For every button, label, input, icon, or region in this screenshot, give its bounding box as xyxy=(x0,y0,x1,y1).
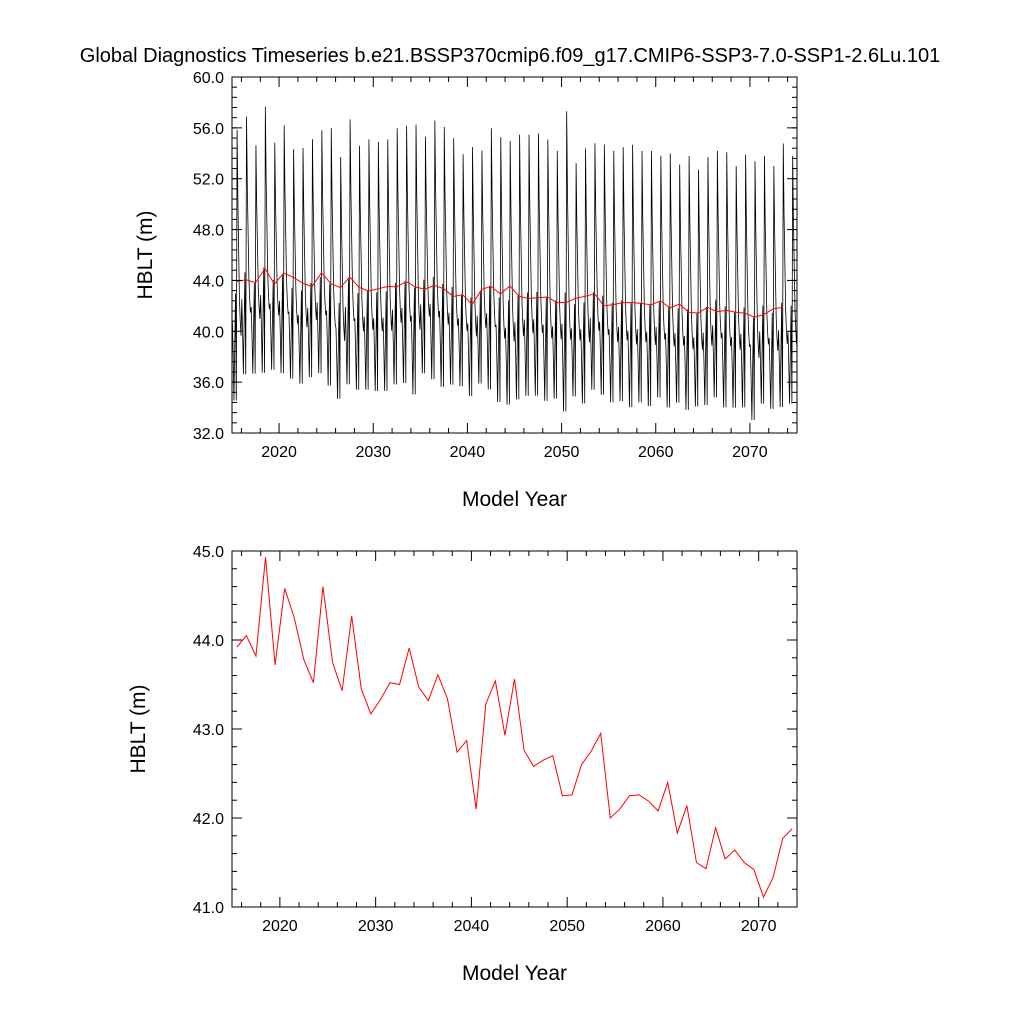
bottom-x-tick-label: 2040 xyxy=(454,918,490,935)
top-x-tick-label: 2050 xyxy=(544,444,580,461)
bottom-y-tick-label: 43.0 xyxy=(193,722,224,739)
bottom-x-tick-label: 2020 xyxy=(262,918,298,935)
top-y-tick-label: 52.0 xyxy=(193,172,224,189)
top-x-tick-label: 2070 xyxy=(732,444,768,461)
top-y-axis-title: HBLT (m) xyxy=(134,210,157,299)
bottom-x-tick-label: 2050 xyxy=(549,918,585,935)
bottom-x-tick-label: 2060 xyxy=(645,918,681,935)
top-plot-frame xyxy=(231,76,798,434)
top-y-tick-label: 60.0 xyxy=(193,70,224,87)
top-series-layer xyxy=(231,106,798,420)
top-y-tick-label: 32.0 xyxy=(193,426,224,443)
top-x-tick-label: 2040 xyxy=(450,444,486,461)
bottom-annual-mean-line xyxy=(236,557,793,899)
bottom-series-layer xyxy=(236,557,793,899)
top-monthly-series-line xyxy=(231,106,798,420)
bottom-plot-frame xyxy=(231,550,798,908)
bottom-y-axis-title: HBLT (m) xyxy=(127,684,150,773)
bottom-y-tick-label: 44.0 xyxy=(193,633,224,650)
bottom-x-tick-label: 2070 xyxy=(741,918,777,935)
top-annual-mean-line xyxy=(236,267,783,318)
top-x-tick-label: 2030 xyxy=(355,444,391,461)
bottom-y-tick-label: 42.0 xyxy=(193,811,224,828)
bottom-annual-mean-panel: 2020 2030 2040 2050 2060 2070 41.0 42.0 43.0 44.0… xyxy=(127,544,798,985)
top-axes-layer: 2020 2030 2040 2050 2060 2070 32.0 36.0 40.0 44.0… xyxy=(193,70,797,461)
top-x-axis-title: Model Year xyxy=(462,488,567,511)
top-timeseries-panel: 2020 2030 2040 2050 2060 2070 32.0 36.0 40.0 44.0… xyxy=(134,70,798,511)
top-x-tick-label: 2020 xyxy=(261,444,297,461)
bottom-y-tick-label: 41.0 xyxy=(193,900,224,917)
top-y-tick-label: 36.0 xyxy=(193,375,224,392)
figure-title: Global Diagnostics Timeseries b.e21.BSSP… xyxy=(80,45,940,67)
bottom-axes-layer: 2020 2030 2040 2050 2060 2070 41.0 42.0 43.0 44.0… xyxy=(193,544,798,935)
top-y-tick-label: 48.0 xyxy=(193,223,224,240)
bottom-x-axis-title: Model Year xyxy=(462,962,567,985)
bottom-y-tick-label: 45.0 xyxy=(193,544,224,561)
top-x-tick-label: 2060 xyxy=(638,444,674,461)
bottom-x-tick-label: 2030 xyxy=(358,918,394,935)
top-y-tick-label: 44.0 xyxy=(193,273,224,290)
top-y-tick-label: 56.0 xyxy=(193,121,224,138)
top-y-tick-label: 40.0 xyxy=(193,324,224,341)
